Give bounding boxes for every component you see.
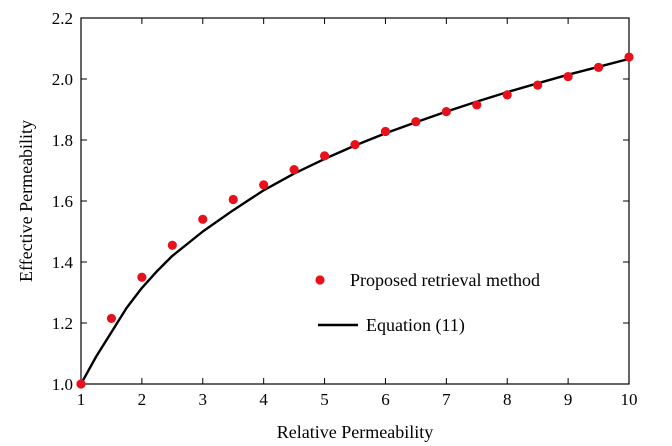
data-point [380,126,391,137]
data-point [76,379,86,389]
legend-label-proposed: Proposed retrieval method [350,270,540,290]
x-tick-label: 10 [621,390,638,409]
data-point [259,180,269,190]
x-tick-label: 3 [199,390,208,409]
y-tick-label: 1.6 [52,192,73,211]
series-layer [76,52,634,389]
x-tick-label: 7 [442,390,451,409]
data-point [319,151,330,161]
data-point [533,80,543,90]
legend: Proposed retrieval method Equation (11) [315,270,540,336]
data-point [167,240,177,250]
y-tick-label: 1.2 [52,314,73,333]
series-line-equation-11 [79,57,630,385]
data-point [411,117,421,127]
y-tick-label: 1.8 [52,131,73,150]
x-tick-label: 8 [503,390,512,409]
x-tick-label: 9 [564,390,573,409]
data-point [472,100,482,110]
data-point [593,62,604,73]
ticks [80,17,630,385]
y-tick-label: 1.4 [52,253,74,272]
x-tick-label: 6 [381,390,390,409]
data-point [106,313,117,324]
plot-area [80,17,630,385]
tick-labels: 1 2 3 4 5 6 7 8 9 10 1.0 1.2 1.4 1.6 1.8 2.0 2.2 [52,9,638,409]
x-tick-label: 2 [138,390,147,409]
y-tick-label: 1.0 [52,375,73,394]
x-tick-label: 1 [77,390,86,409]
y-tick-label: 2.2 [52,9,73,28]
data-point [502,90,512,100]
data-point [137,272,147,282]
y-axis-title: Effective Permeability [16,120,36,282]
data-point [289,164,299,175]
data-point [624,52,634,62]
x-tick-label: 4 [259,390,268,409]
data-point [441,107,451,117]
y-tick-label: 2.0 [52,70,73,89]
data-point [350,139,360,150]
data-point [198,214,208,224]
x-axis-title: Relative Permeability [277,422,433,442]
x-tick-label: 5 [320,390,329,409]
data-point [228,194,238,205]
legend-label-equation: Equation (11) [366,315,465,336]
data-point [563,71,573,82]
legend-marker-proposed [315,275,325,285]
